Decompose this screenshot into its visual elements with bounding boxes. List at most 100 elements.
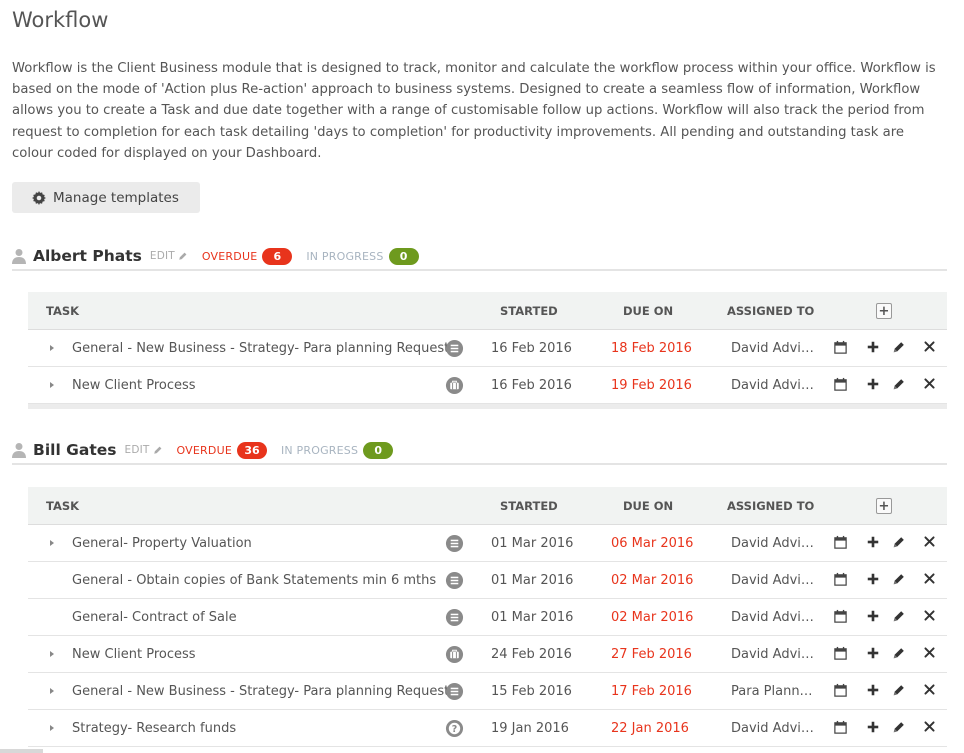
table-row[interactable]: General- Property Valuation 01 Mar 2016 06…: [28, 525, 947, 562]
column-header-started: STARTED: [500, 498, 558, 513]
task-name[interactable]: General - Obtain copies of Bank Statemen…: [72, 572, 437, 588]
expand-caret-icon[interactable]: [50, 725, 54, 731]
due-date: 17 Feb 2016: [611, 683, 692, 699]
plus-icon[interactable]: [866, 535, 882, 551]
add-task-button[interactable]: +: [876, 498, 892, 514]
client-divider: [12, 269, 947, 271]
task-name[interactable]: General - New Business - Strategy- Para …: [72, 340, 450, 356]
edit-pencil-icon[interactable]: [892, 535, 908, 551]
edit-pencil-icon[interactable]: [892, 340, 908, 356]
task-name[interactable]: New Client Process: [72, 646, 196, 662]
calendar-icon[interactable]: [833, 720, 849, 736]
delete-x-icon[interactable]: [923, 720, 939, 736]
started-date: 01 Mar 2016: [491, 609, 574, 625]
pencil-icon: [153, 446, 161, 454]
due-date: 19 Feb 2016: [611, 377, 692, 393]
calendar-icon[interactable]: [833, 535, 849, 551]
table-row[interactable]: New Client Process 16 Feb 2016 19 Feb 2016…: [28, 367, 947, 404]
scrollbar-thumb[interactable]: [0, 749, 43, 753]
client-name: Albert Phats: [33, 247, 142, 265]
plus-icon[interactable]: [866, 609, 882, 625]
started-date: 19 Jan 2016: [491, 720, 569, 736]
table-row[interactable]: General- Contract of Sale 01 Mar 2016 02 M…: [28, 599, 947, 636]
assigned-to: Para Plann…: [731, 683, 813, 699]
expand-caret-icon[interactable]: [50, 540, 54, 546]
expand-caret-icon[interactable]: [50, 651, 54, 657]
overdue-label: OVERDUE: [201, 249, 258, 263]
column-header-assigned-to: ASSIGNED TO: [727, 498, 815, 513]
edit-client-link[interactable]: EDIT: [124, 444, 162, 456]
in-progress-count-badge: 0: [363, 441, 394, 459]
delete-x-icon[interactable]: [923, 377, 939, 393]
briefcase-icon: [445, 376, 464, 395]
client-header: Albert Phats EDIT OVERDUE 6 IN PROGRESS 0: [12, 246, 419, 266]
overdue-count-badge: 36: [236, 441, 267, 459]
column-header-due-on: DUE ON: [623, 498, 674, 513]
svg-text:?: ?: [452, 723, 458, 734]
task-name[interactable]: General - New Business - Strategy- Para …: [72, 683, 450, 699]
task-name[interactable]: General- Contract of Sale: [72, 609, 237, 625]
edit-pencil-icon[interactable]: [892, 646, 908, 662]
plus-icon[interactable]: [866, 572, 882, 588]
edit-pencil-icon[interactable]: [892, 720, 908, 736]
table-row[interactable]: General - New Business - Strategy- Para …: [28, 673, 947, 710]
table-row[interactable]: Strategy- Research funds? 19 Jan 2016 22 J…: [28, 710, 947, 747]
assigned-to: David Advi…: [731, 572, 814, 588]
list-icon: [445, 339, 464, 358]
table-row[interactable]: General - Obtain copies of Bank Statemen…: [28, 562, 947, 599]
delete-x-icon[interactable]: [923, 609, 939, 625]
column-header-task: TASK: [46, 498, 80, 513]
delete-x-icon[interactable]: [923, 340, 939, 356]
expand-caret-icon[interactable]: [50, 688, 54, 694]
edit-pencil-icon[interactable]: [892, 609, 908, 625]
edit-pencil-icon[interactable]: [892, 683, 908, 699]
table-header: TASK STARTED DUE ON ASSIGNED TO +: [28, 292, 947, 330]
task-name[interactable]: Strategy- Research funds: [72, 720, 237, 736]
assigned-to: David Advi…: [731, 535, 814, 551]
started-date: 01 Mar 2016: [491, 572, 574, 588]
calendar-icon[interactable]: [833, 683, 849, 699]
edit-pencil-icon[interactable]: [892, 377, 908, 393]
plus-icon[interactable]: [866, 683, 882, 699]
due-date: 06 Mar 2016: [611, 535, 694, 551]
calendar-icon[interactable]: [833, 340, 849, 356]
task-table: TASK STARTED DUE ON ASSIGNED TO + General- Pr…: [28, 487, 947, 747]
due-date: 22 Jan 2016: [611, 720, 689, 736]
delete-x-icon[interactable]: [923, 646, 939, 662]
plus-icon[interactable]: [866, 340, 882, 356]
assigned-to: David Advi…: [731, 646, 814, 662]
started-date: 15 Feb 2016: [491, 683, 572, 699]
in-progress-label: IN PROGRESS: [280, 443, 359, 457]
plus-icon[interactable]: [866, 720, 882, 736]
calendar-icon[interactable]: [833, 572, 849, 588]
add-task-button[interactable]: +: [876, 303, 892, 319]
calendar-icon[interactable]: [833, 646, 849, 662]
manage-templates-button[interactable]: Manage templates: [12, 182, 200, 213]
question-icon: ?: [445, 719, 464, 738]
delete-x-icon[interactable]: [923, 535, 939, 551]
plus-icon[interactable]: [866, 377, 882, 393]
calendar-icon[interactable]: [833, 377, 849, 393]
table-header: TASK STARTED DUE ON ASSIGNED TO +: [28, 487, 947, 525]
client-divider: [12, 463, 947, 465]
expand-caret-icon[interactable]: [50, 345, 54, 351]
started-date: 16 Feb 2016: [491, 377, 572, 393]
column-header-started: STARTED: [500, 303, 558, 318]
edit-client-link[interactable]: EDIT: [150, 250, 188, 262]
task-name[interactable]: General- Property Valuation: [72, 535, 252, 551]
task-name[interactable]: New Client Process: [72, 377, 196, 393]
edit-pencil-icon[interactable]: [892, 572, 908, 588]
list-icon: [445, 571, 464, 590]
expand-caret-icon[interactable]: [50, 382, 54, 388]
delete-x-icon[interactable]: [923, 683, 939, 699]
delete-x-icon[interactable]: [923, 572, 939, 588]
calendar-icon[interactable]: [833, 609, 849, 625]
overdue-label: OVERDUE: [176, 443, 232, 457]
table-row[interactable]: General - New Business - Strategy- Para …: [28, 330, 947, 367]
edit-label: EDIT: [149, 250, 175, 262]
plus-icon[interactable]: [866, 646, 882, 662]
started-date: 16 Feb 2016: [491, 340, 572, 356]
table-row[interactable]: New Client Process 24 Feb 2016 27 Feb 2016…: [28, 636, 947, 673]
page-title: Workflow: [12, 8, 109, 32]
due-date: 27 Feb 2016: [611, 646, 692, 662]
